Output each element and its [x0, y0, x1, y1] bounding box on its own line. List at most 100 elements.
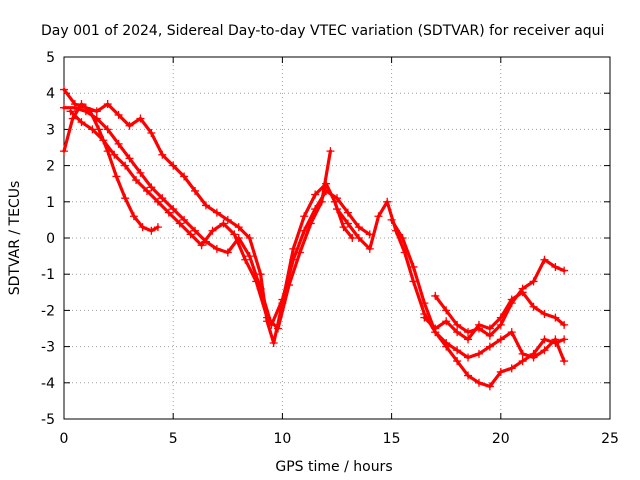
data-point [551, 313, 560, 322]
data-point [485, 324, 494, 333]
data-point [560, 266, 569, 275]
data-point [191, 186, 200, 195]
data-point [197, 241, 206, 250]
data-point [343, 208, 352, 217]
data-point [453, 357, 462, 366]
data-point [333, 194, 341, 203]
series-track [69, 109, 332, 331]
data-point [409, 262, 418, 271]
data-point [474, 349, 483, 358]
data-point [92, 107, 101, 116]
data-point [551, 262, 560, 271]
data-point [560, 335, 569, 344]
series-track [390, 218, 566, 388]
y-tick-label: 0 [46, 231, 55, 247]
data-point [147, 226, 156, 235]
x-tick-label: 20 [492, 431, 510, 447]
data-point [507, 299, 516, 308]
data-point [420, 313, 429, 322]
data-point [529, 302, 538, 311]
data-point [164, 208, 173, 217]
data-point [125, 121, 134, 130]
series-pass-3 [60, 103, 374, 329]
data-point [245, 252, 254, 261]
data-point [453, 320, 462, 329]
data-point [112, 172, 121, 181]
y-tick-label: -1 [41, 267, 55, 283]
data-point [147, 183, 156, 192]
series-pass-7 [420, 288, 569, 344]
data-point [284, 281, 293, 290]
data-point [420, 299, 429, 308]
data-point [431, 291, 440, 300]
data-point [136, 168, 145, 177]
y-tick-label: -2 [41, 303, 55, 319]
data-point [485, 382, 494, 391]
data-point [496, 335, 505, 344]
data-point [306, 219, 315, 228]
data-point [474, 378, 483, 387]
data-point [77, 118, 86, 127]
data-point [496, 367, 505, 376]
data-point [560, 320, 569, 329]
data-point [464, 353, 473, 362]
series-pass-2 [60, 85, 357, 347]
data-point [125, 154, 134, 163]
y-tick-label: 3 [46, 122, 55, 138]
data-point [81, 107, 90, 116]
data-point [383, 197, 392, 206]
grid [64, 57, 610, 419]
data-point [114, 139, 123, 148]
data-point [88, 125, 97, 134]
data-point [153, 197, 162, 206]
data-point [191, 226, 200, 235]
data-point [300, 212, 309, 221]
y-tick-label: -5 [41, 412, 55, 428]
data-point [442, 317, 451, 326]
x-tick-label: 10 [273, 431, 291, 447]
data-point [326, 147, 335, 156]
data-point [540, 255, 549, 264]
data-point [551, 338, 560, 347]
y-tick-label: 1 [46, 195, 55, 211]
data-point [223, 215, 232, 224]
data-point [208, 226, 217, 235]
data-point [365, 244, 374, 253]
data-point [464, 371, 473, 380]
x-tick-label: 25 [601, 431, 619, 447]
y-tick-label: 5 [46, 50, 55, 66]
series-pass-6 [387, 215, 569, 391]
data-point [66, 107, 75, 116]
y-tick-label: 4 [46, 86, 55, 102]
series-pass-8 [431, 255, 569, 340]
data-point [230, 230, 239, 239]
x-axis-label: GPS time / hours [275, 459, 392, 475]
data-point [409, 277, 418, 286]
data-point [518, 284, 527, 293]
data-point [256, 270, 265, 279]
data-point [99, 136, 108, 145]
data-point [103, 100, 112, 109]
data-point [121, 161, 130, 170]
data-point [60, 147, 68, 156]
data-point [333, 205, 341, 214]
data-point [60, 103, 68, 112]
data-point [158, 150, 167, 159]
data-point [158, 194, 167, 203]
data-point [234, 223, 243, 232]
data-point [295, 248, 304, 257]
data-point [387, 215, 396, 224]
data-point [129, 212, 138, 221]
data-point [175, 219, 184, 228]
data-point [110, 150, 119, 159]
data-point [180, 172, 189, 181]
data-point [343, 219, 352, 228]
data-point [354, 223, 363, 232]
data-point [212, 208, 221, 217]
data-point [485, 342, 494, 351]
data-point [311, 190, 320, 199]
data-point [212, 244, 221, 253]
data-point [317, 197, 326, 206]
data-point [374, 212, 383, 221]
data-point [169, 205, 178, 214]
